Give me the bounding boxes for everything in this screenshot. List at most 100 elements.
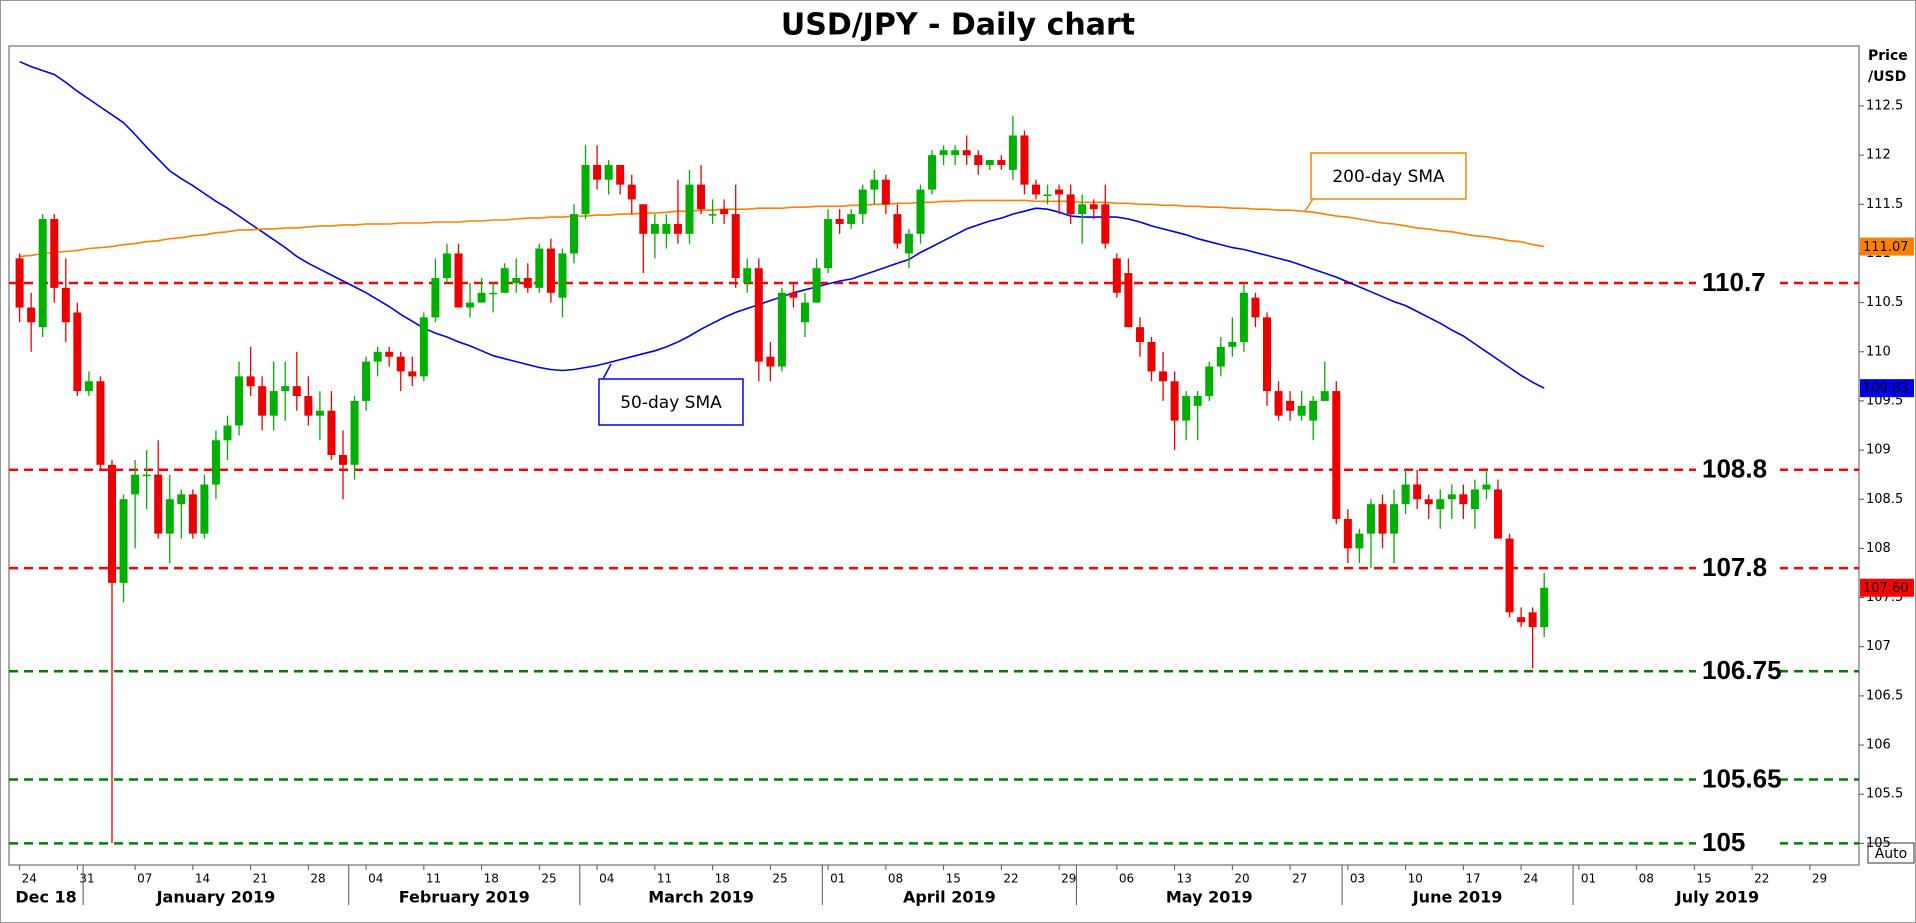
level-label-bg [1696,828,1780,859]
candle-body [1459,494,1468,505]
candle-body [627,184,636,200]
candle-body [581,164,590,215]
y-tick-label: 112.5 [1866,98,1903,113]
candle-body [84,381,93,392]
candle-body [939,150,948,156]
level-label: 105 [1702,827,1745,857]
plot-area [8,45,1860,866]
y-tick-label: 106 [1866,738,1891,753]
candle-body [1505,538,1514,613]
candle-body [1205,366,1214,397]
candle-body [1401,484,1410,505]
candle-body [177,494,186,505]
candle-body [1263,317,1271,392]
candle-body [720,209,729,215]
x-tick-label: 27 [1292,872,1307,886]
x-tick-label: 04 [599,872,614,886]
candle-body [1274,391,1283,416]
candle-body [570,214,578,254]
x-tick-label: 29 [1061,872,1076,886]
candle-body [1112,258,1121,293]
candle-body [1228,341,1237,347]
candle-body [1378,504,1387,534]
auto-button[interactable] [1867,842,1915,864]
candle-body [339,455,347,465]
y-tick-label: 108.5 [1866,492,1903,507]
x-tick-label: 03 [1350,872,1365,886]
x-tick-label: 25 [541,872,556,886]
y-tick-label: 105 [1866,836,1891,851]
candle-body [1424,499,1433,505]
x-tick-label: 10 [1408,872,1423,886]
x-tick-label: 22 [1003,872,1018,886]
candle-body [639,204,648,234]
candle-body [1540,587,1549,628]
month-label: June 2019 [1412,888,1503,907]
y-tick-label: 110.5 [1866,295,1903,310]
x-tick-label: 08 [888,872,903,886]
candle-body [269,391,278,416]
candle-body [188,494,197,534]
level-label: 107.8 [1702,552,1767,582]
price-label-box [1860,237,1914,256]
x-tick-label: 21 [253,872,268,886]
candle-body [315,410,324,416]
candle-body [1101,204,1110,244]
candle-body [1366,504,1375,534]
x-tick-label: 29 [1812,872,1827,886]
candle-body [108,464,116,583]
candle-body [685,184,694,234]
level-label: 108.8 [1702,454,1767,484]
y-axis-label: /USD [1868,69,1906,85]
candle-body [165,499,174,534]
candle-body [512,278,521,283]
candle-body [1008,135,1017,170]
candle-body [904,233,913,254]
candle-body [1159,371,1168,382]
candle-body [812,268,821,303]
month-label: February 2019 [399,888,530,907]
x-tick-label: 24 [22,872,37,886]
candle-body [789,292,798,298]
auto-button-label[interactable]: Auto [1875,846,1908,862]
candle-body [893,214,902,244]
x-tick-label: 04 [368,872,383,886]
candle-body [1517,617,1526,623]
candle-body [396,356,405,372]
candle-body [754,268,763,362]
x-tick-label: 01 [1581,872,1596,886]
y-tick-label: 109.5 [1866,393,1903,408]
candle-body [350,400,359,465]
candle-body [142,474,151,477]
candle-body [119,499,128,583]
price-label: 111.07 [1863,240,1909,255]
price-label-box [1860,578,1914,597]
level-label-bg [1696,553,1780,584]
candle-body [546,248,555,293]
candle-body [15,258,24,308]
candle-body [1297,405,1306,416]
x-tick-label: 15 [946,872,961,886]
candle-body [824,219,833,269]
candle-body [985,160,994,165]
candle-body [258,386,267,416]
sma-line [19,199,1545,258]
x-tick-label: 01 [830,872,845,886]
candle-body [1309,400,1318,421]
candle-body [1043,194,1052,196]
price-label-box [1860,379,1914,398]
candle-body [362,361,371,401]
candle-body [211,440,220,485]
candle-body [1135,327,1144,342]
annotation-box [1310,152,1467,200]
candle-body [708,214,717,216]
level-label: 110.7 [1702,267,1766,297]
y-tick-label: 112 [1866,148,1891,163]
candle-body [523,278,532,288]
annotation-leader [1304,198,1314,212]
candle-body [200,484,209,534]
y-tick-label: 110 [1866,344,1891,359]
y-tick-label: 105.5 [1866,787,1903,802]
